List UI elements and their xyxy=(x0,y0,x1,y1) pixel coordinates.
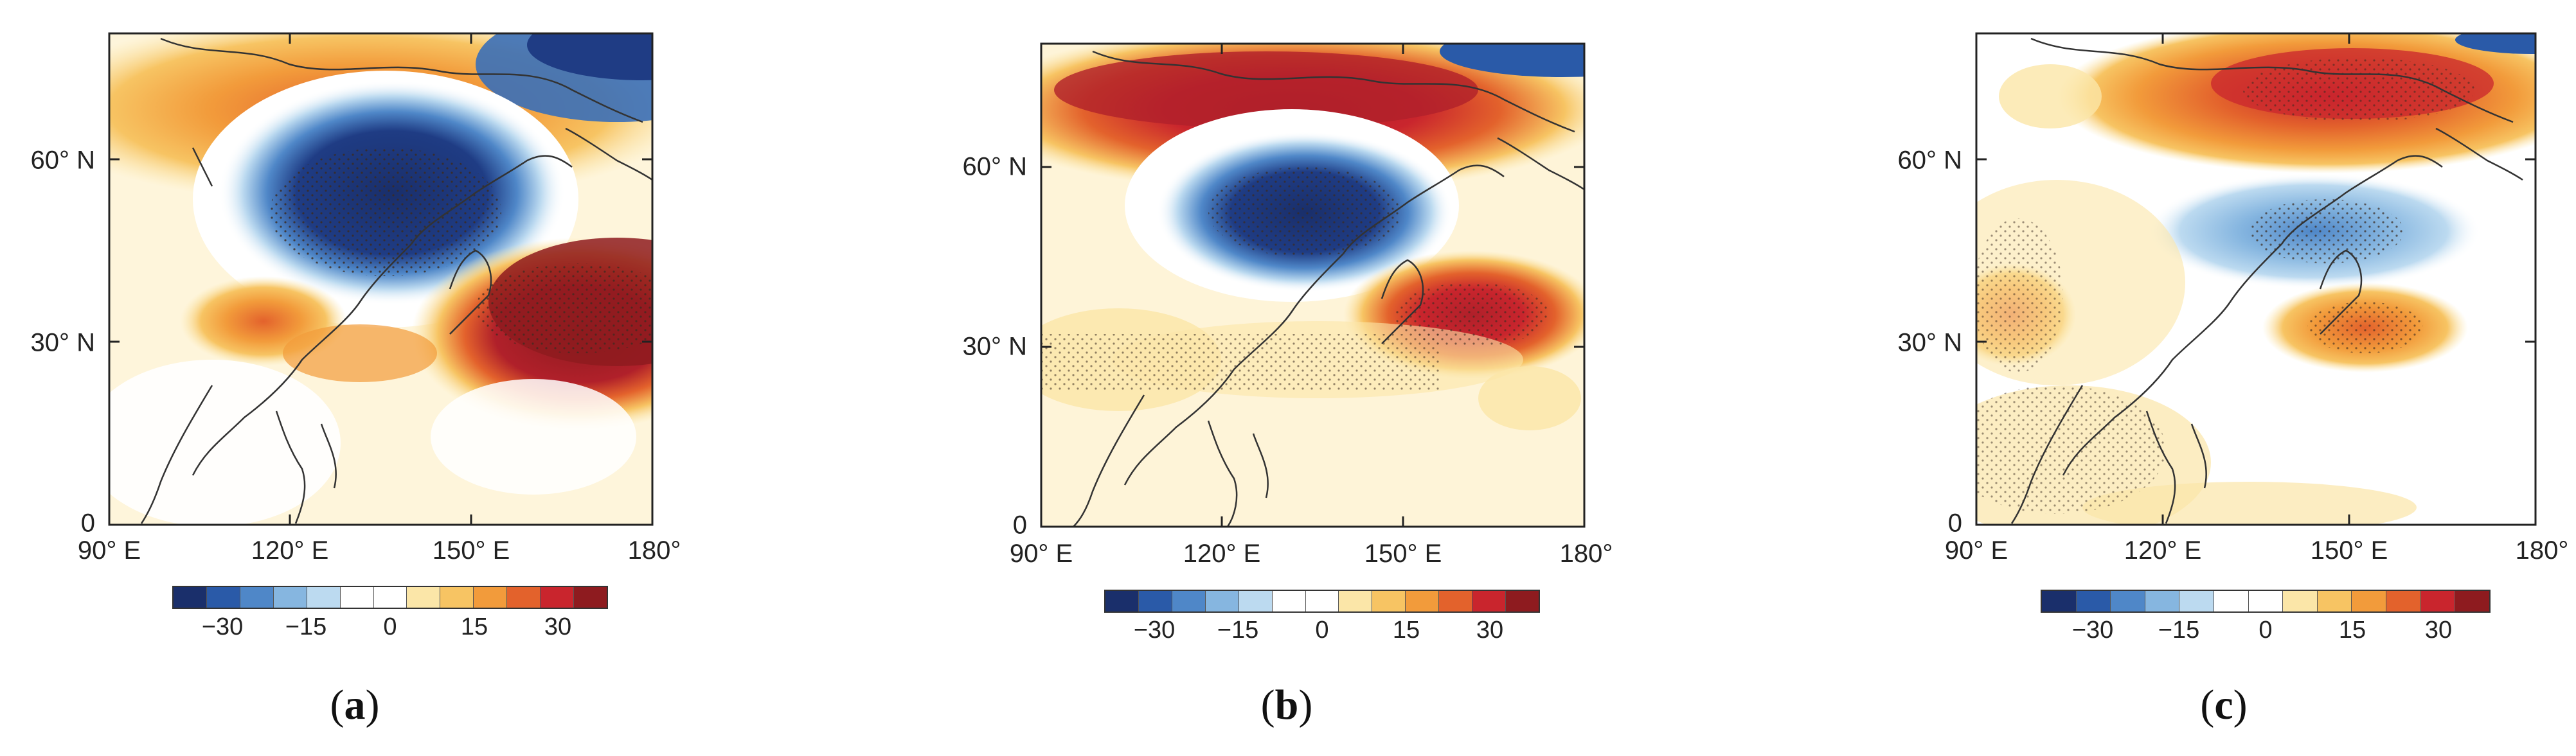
colorbar-cell-4 xyxy=(1239,591,1273,611)
colorbar-tick-neg30: −30 xyxy=(2071,617,2114,644)
colorbar-cell-7 xyxy=(1339,591,1373,611)
panel-b: 60° N 30° N 0 90° E 120° E 150° E 180° −… xyxy=(932,0,1787,756)
colorbar-cell-7 xyxy=(2283,591,2318,611)
lon-label-90e: 90° E xyxy=(1009,540,1073,568)
colorbar-cell-6 xyxy=(373,587,407,608)
colorbar-cell-4 xyxy=(307,587,341,608)
map-plot-a xyxy=(108,32,654,526)
colorbar-cell-9 xyxy=(1406,591,1440,611)
colorbar-tick-15: 15 xyxy=(1392,617,1420,644)
colorbar-cell-5 xyxy=(1272,591,1306,611)
colorbar-cell-7 xyxy=(407,587,441,608)
colorbar-cell-10 xyxy=(2386,591,2421,611)
colorbar-cell-3 xyxy=(273,587,307,608)
panel-a: 60° N 30° N 0 90° E 120° E 150° E 180° −… xyxy=(0,0,855,756)
colorbar-c xyxy=(2041,590,2491,613)
colorbar-cell-2 xyxy=(240,587,274,608)
colorbar-tick-30: 30 xyxy=(544,613,572,640)
colorbar-cell-0 xyxy=(1105,591,1139,611)
colorbar-cell-6 xyxy=(1305,591,1339,611)
colorbar-tick-neg30: −30 xyxy=(1133,617,1176,644)
lat-label-60n: 60° N xyxy=(1897,146,1963,175)
colorbar-cell-8 xyxy=(440,587,474,608)
lat-label-30n: 30° N xyxy=(1897,328,1963,357)
lon-label-180: 180° xyxy=(627,536,681,565)
colorbar-cell-12 xyxy=(574,587,607,608)
lat-label-0: 0 xyxy=(80,509,95,538)
panel-c: 60° N 30° N 0 90° E 120° E 150° E 180° −… xyxy=(1864,0,2576,756)
colorbar-cell-5 xyxy=(2214,591,2249,611)
lon-label-180: 180° xyxy=(1559,540,1613,568)
colorbar-cell-5 xyxy=(340,587,374,608)
lon-label-120e: 120° E xyxy=(1183,540,1261,568)
colorbar-tick-15: 15 xyxy=(2338,617,2366,644)
lon-label-150e: 150° E xyxy=(432,536,510,565)
colorbar-cell-11 xyxy=(541,587,575,608)
lon-label-120e: 120° E xyxy=(2124,536,2202,565)
lon-label-90e: 90° E xyxy=(1944,536,2008,565)
colorbar-tick-0: 0 xyxy=(383,613,397,640)
colorbar-tick-0: 0 xyxy=(1315,617,1329,644)
colorbar-tick-30: 30 xyxy=(1476,617,1504,644)
colorbar-cell-4 xyxy=(2179,591,2215,611)
colorbar-cell-8 xyxy=(1372,591,1406,611)
colorbar-cell-2 xyxy=(2111,591,2145,611)
colorbar-cell-3 xyxy=(2145,591,2180,611)
colorbar-tick-neg30: −30 xyxy=(201,613,244,640)
lat-label-30n: 30° N xyxy=(962,332,1028,361)
lat-label-60n: 60° N xyxy=(30,146,96,175)
colorbar-tick-0: 0 xyxy=(2258,617,2273,644)
lat-label-60n: 60° N xyxy=(962,152,1028,181)
colorbar-cell-9 xyxy=(474,587,508,608)
panel-label-c: (c) xyxy=(2200,681,2248,728)
lat-label-0: 0 xyxy=(1012,511,1027,540)
colorbar-tick-neg15: −15 xyxy=(1217,617,1259,644)
lon-label-180: 180° xyxy=(2515,536,2569,565)
colorbar-tick-30: 30 xyxy=(2424,617,2453,644)
colorbar-cell-9 xyxy=(2352,591,2387,611)
colorbar-cell-3 xyxy=(1205,591,1239,611)
lon-label-120e: 120° E xyxy=(251,536,329,565)
lon-label-150e: 150° E xyxy=(1364,540,1442,568)
colorbar-cell-1 xyxy=(2076,591,2111,611)
lon-label-90e: 90° E xyxy=(77,536,141,565)
colorbar-cell-1 xyxy=(1138,591,1172,611)
colorbar-cell-12 xyxy=(1506,591,1539,611)
colorbar-cell-10 xyxy=(507,587,541,608)
colorbar-cell-2 xyxy=(1172,591,1206,611)
colorbar-cell-0 xyxy=(174,587,207,608)
colorbar-cell-6 xyxy=(2248,591,2284,611)
colorbar-tick-neg15: −15 xyxy=(2158,617,2200,644)
colorbar-b xyxy=(1104,590,1540,613)
lat-label-30n: 30° N xyxy=(30,328,96,357)
colorbar-cell-12 xyxy=(2455,591,2489,611)
colorbar-cell-10 xyxy=(1439,591,1473,611)
colorbar-a xyxy=(172,586,608,609)
map-plot-b xyxy=(1040,42,1586,528)
colorbar-tick-neg15: −15 xyxy=(285,613,327,640)
colorbar-cell-11 xyxy=(2420,591,2456,611)
colorbar-cell-1 xyxy=(206,587,240,608)
colorbar-tick-15: 15 xyxy=(460,613,488,640)
colorbar-cell-11 xyxy=(1472,591,1507,611)
lat-label-0: 0 xyxy=(1947,509,1962,538)
colorbar-cell-0 xyxy=(2042,591,2077,611)
lon-label-150e: 150° E xyxy=(2310,536,2388,565)
panel-label-a: (a) xyxy=(330,681,380,728)
map-plot-c xyxy=(1975,32,2537,526)
colorbar-cell-8 xyxy=(2317,591,2352,611)
panel-label-b: (b) xyxy=(1260,681,1313,728)
